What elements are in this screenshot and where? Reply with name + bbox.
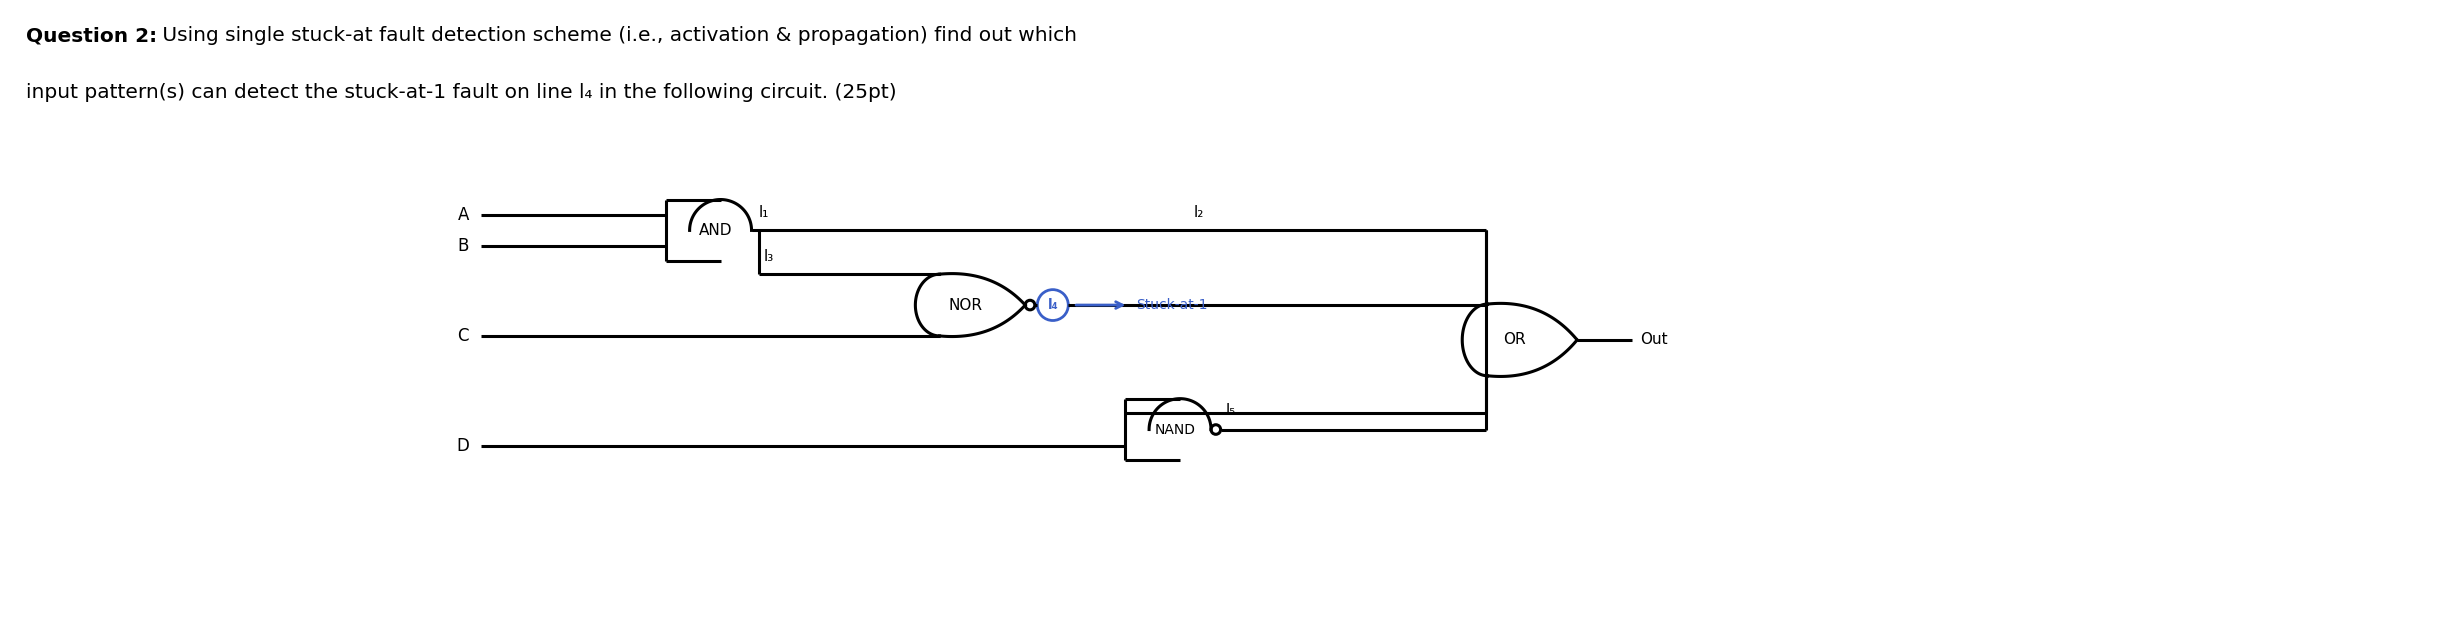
Text: AND: AND [700, 223, 732, 238]
Text: Stuck-at-1: Stuck-at-1 [1136, 298, 1207, 312]
Text: D: D [456, 437, 468, 455]
Text: l₃: l₃ [764, 249, 774, 264]
Text: l₅: l₅ [1225, 403, 1237, 417]
Text: l₂: l₂ [1193, 205, 1202, 220]
Text: NOR: NOR [949, 298, 983, 312]
Text: NAND: NAND [1156, 422, 1195, 436]
Text: Out: Out [1641, 332, 1668, 348]
Text: l₁: l₁ [759, 205, 769, 220]
Text: Question 2:: Question 2: [27, 26, 158, 45]
Text: A: A [458, 206, 468, 224]
Text: B: B [458, 237, 468, 255]
Text: C: C [458, 327, 468, 345]
Text: OR: OR [1503, 332, 1525, 348]
Text: Using single stuck-at fault detection scheme (i.e., activation & propagation) fi: Using single stuck-at fault detection sc… [155, 26, 1077, 45]
Text: l₄: l₄ [1047, 298, 1057, 312]
Text: input pattern(s) can detect the stuck-at-1 fault on line l₄ in the following cir: input pattern(s) can detect the stuck-at… [27, 83, 897, 102]
